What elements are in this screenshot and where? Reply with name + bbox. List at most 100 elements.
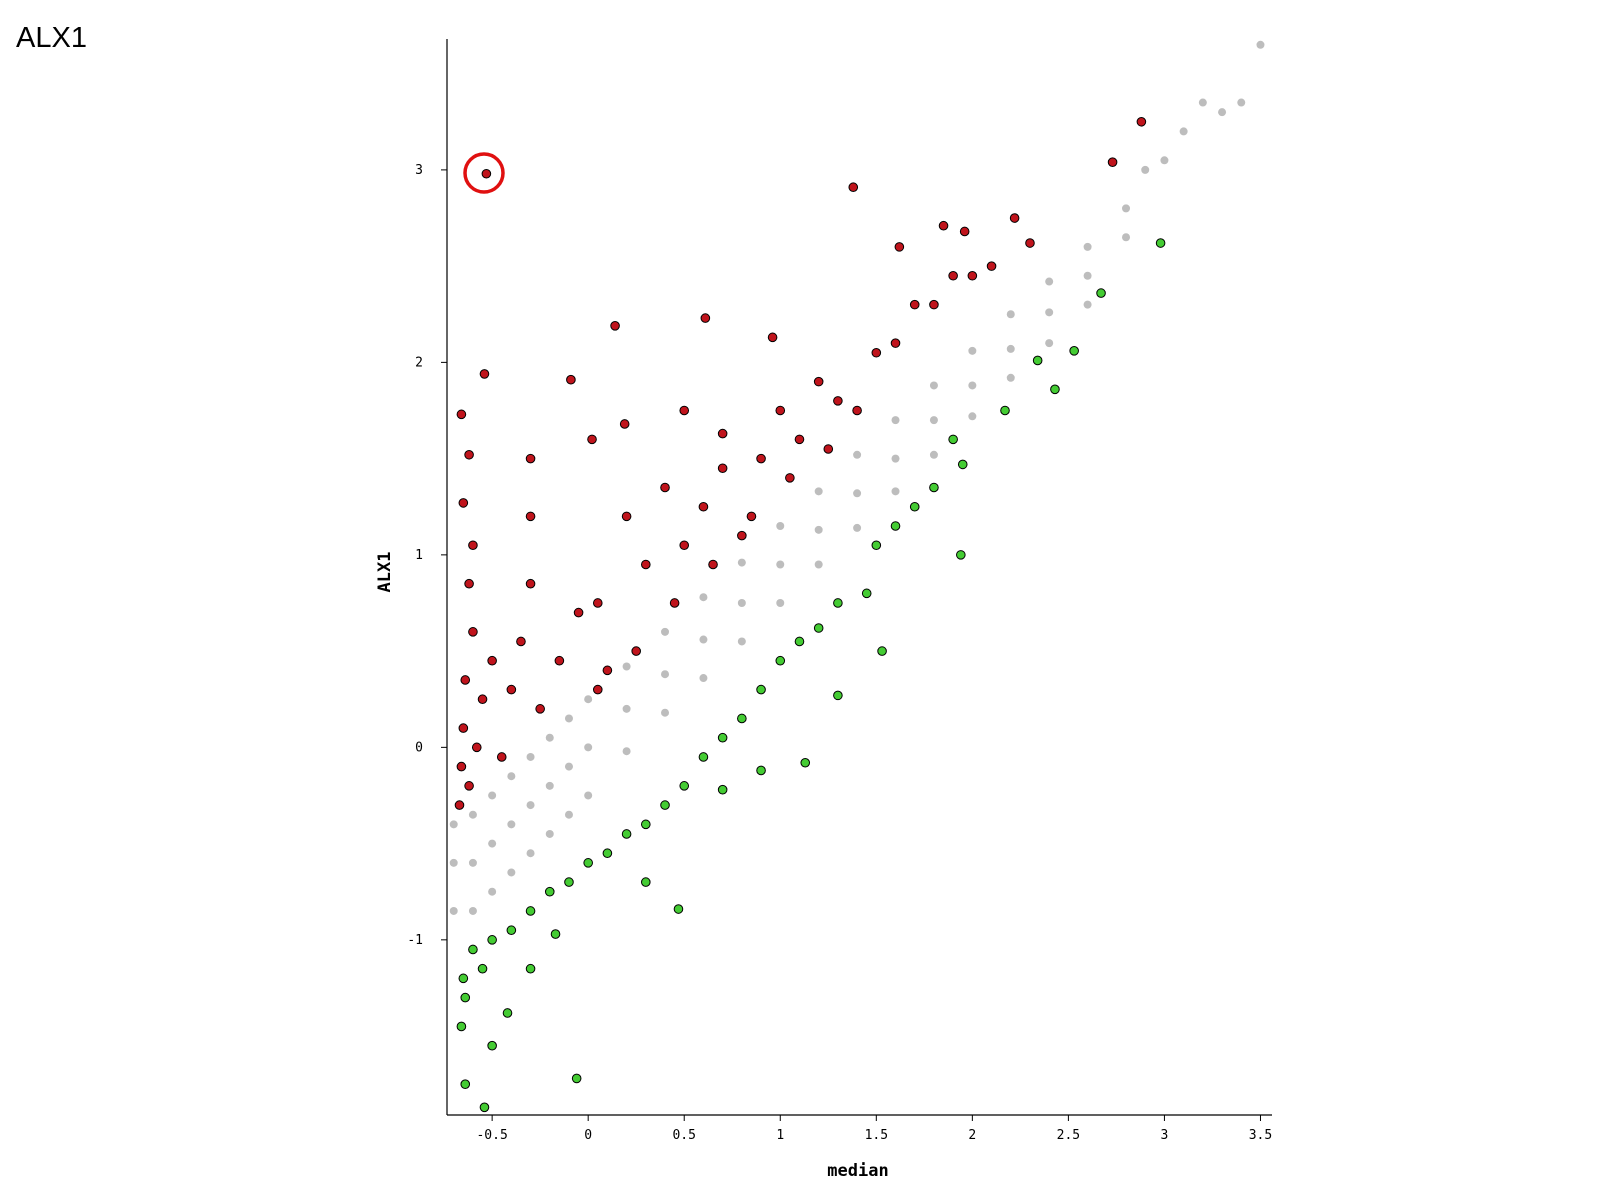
point [699,674,708,683]
point [1237,98,1246,107]
x-tick-label: 3 [1161,1128,1169,1143]
point [871,347,882,358]
point [571,1073,582,1084]
point [776,521,785,530]
point [833,690,843,701]
point [1006,310,1015,319]
point [592,684,603,695]
point [1032,355,1043,366]
point [535,704,545,714]
point [775,655,786,666]
point [487,1040,497,1051]
point [564,762,573,771]
point [464,578,474,589]
point [776,560,785,569]
x-tick-label: 0 [584,1128,592,1143]
point [794,434,805,445]
y-tick-label: 3 [415,163,423,178]
point [477,694,488,705]
y-tick-label: 0 [415,740,423,755]
point [526,752,535,761]
point [506,684,517,695]
point [566,374,576,385]
point [507,820,516,829]
point [853,523,862,532]
point [449,858,458,867]
point [1000,405,1010,416]
point [610,321,620,331]
point [679,781,690,791]
point [698,752,709,762]
point [454,800,465,810]
point [456,409,467,420]
point [909,501,920,512]
x-tick-label: 3.5 [1249,1128,1272,1143]
point [622,662,631,671]
point [464,449,474,460]
point [669,598,680,608]
point [660,482,670,493]
point [699,593,708,602]
point [619,419,630,429]
point [968,412,977,421]
point [833,396,843,406]
point [449,820,458,829]
point [1096,288,1106,298]
point [564,714,573,723]
point [894,242,905,252]
point [938,220,949,231]
point [468,627,478,637]
point [891,487,900,496]
point [891,454,900,463]
point [487,935,497,945]
point [622,704,631,713]
point [456,761,467,772]
point [460,1079,471,1090]
point [641,877,651,887]
point [584,743,593,752]
point [1122,204,1131,213]
point [929,381,938,390]
point [1009,213,1020,223]
point [890,521,901,531]
point [1198,98,1207,107]
point [488,887,497,896]
x-tick-label: 1 [776,1128,784,1143]
point [468,944,478,955]
point [967,270,978,281]
point [833,598,843,608]
point [891,416,900,425]
point [496,752,507,762]
point [956,550,966,560]
point [1045,339,1054,348]
point [464,781,474,791]
point [814,560,823,569]
point [737,598,746,607]
point [468,810,477,819]
point [1069,346,1079,356]
point [573,607,584,618]
point [853,450,862,459]
point [526,801,535,810]
point [959,226,970,237]
point [449,906,458,915]
point [756,684,766,695]
point [737,713,747,724]
x-tick-label: 0.5 [672,1128,695,1143]
point [948,270,958,281]
point [929,416,938,425]
point [506,925,517,936]
point [767,332,778,343]
page-title: ALX1 [16,22,87,54]
point [756,453,766,464]
point [544,886,555,897]
point [477,963,488,974]
point [458,973,469,984]
point [525,578,536,589]
point [525,453,536,464]
point [1160,156,1169,165]
point [545,733,554,742]
point [468,906,477,915]
x-tick-label: 1.5 [865,1128,888,1143]
point [673,904,684,914]
